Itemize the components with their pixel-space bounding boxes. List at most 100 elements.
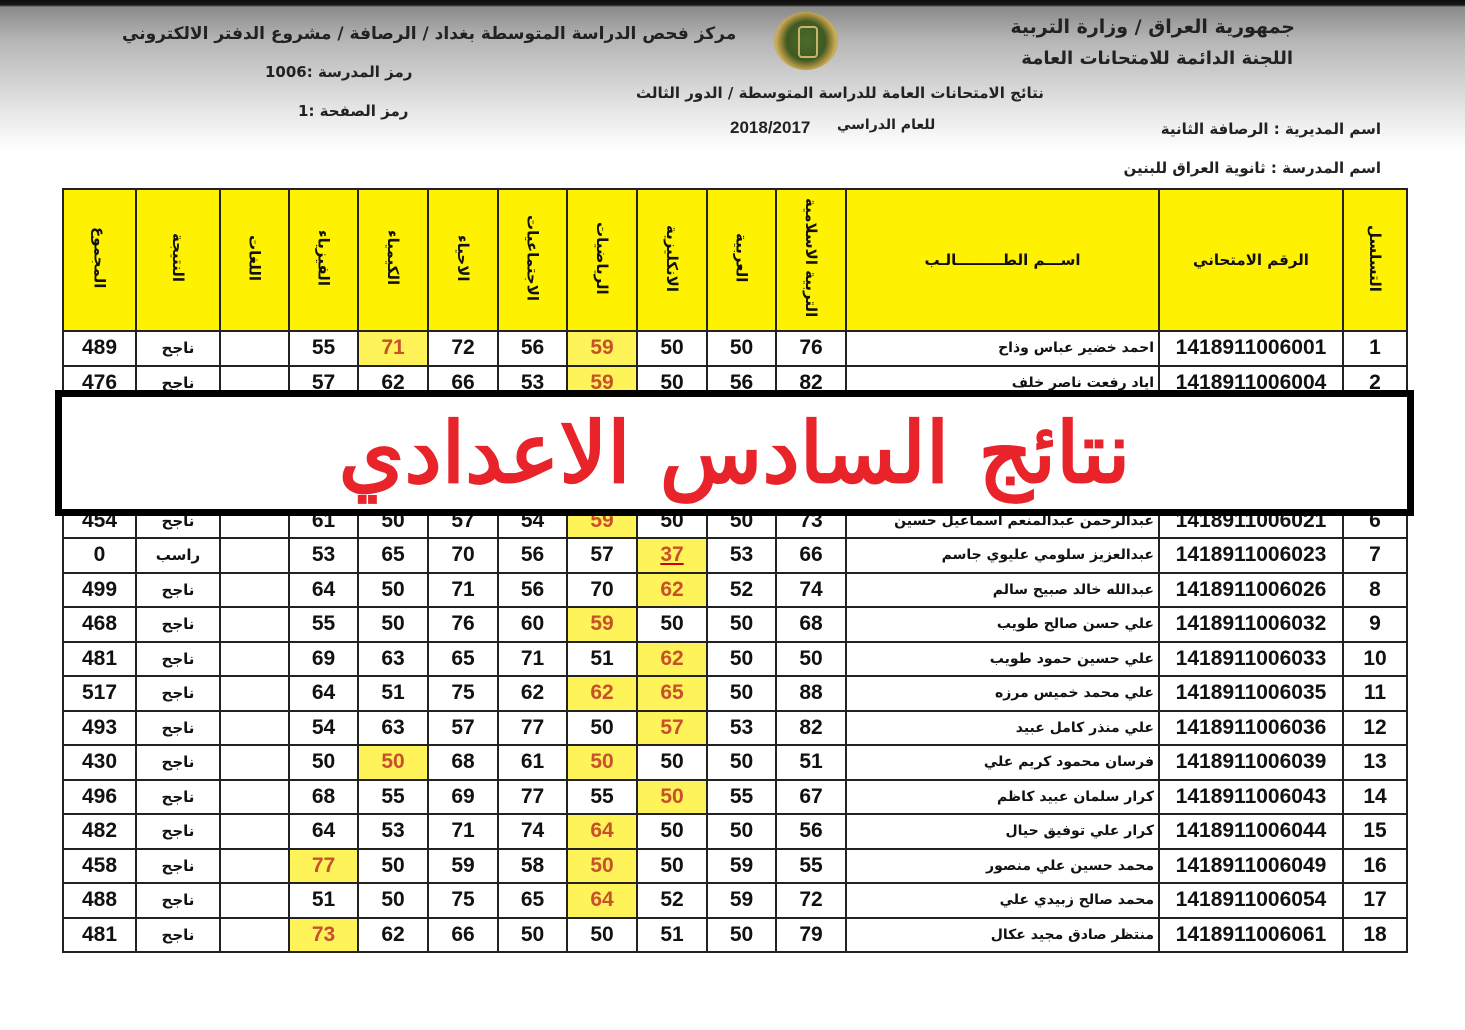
total-cell-value: 476 <box>81 370 118 394</box>
score-cell: 50 <box>357 744 429 781</box>
seq-cell-value: 2 <box>1369 370 1381 394</box>
result-cell-value: ناجح <box>161 856 195 875</box>
score-cell-value: 55 <box>799 853 823 877</box>
score-cell-value: 62 <box>660 577 684 601</box>
score-cell-value: 72 <box>451 336 475 360</box>
result-cell-value: ناجح <box>161 649 195 668</box>
score-cell-value: 51 <box>590 646 614 670</box>
header-background <box>0 0 1465 185</box>
score-cell: 53 <box>357 813 429 850</box>
score-cell: 71 <box>427 813 499 850</box>
score-cell <box>219 813 290 850</box>
score-cell-value: 66 <box>451 370 475 394</box>
score-cell-value: 59 <box>590 336 614 360</box>
score-cell: 64 <box>288 813 359 850</box>
score-cell: 51 <box>357 675 429 712</box>
score-cell-value: 77 <box>311 853 336 877</box>
table-row: 17 1418911006054 محمد صالح زبيدي علي 72 59 52… <box>62 882 1408 919</box>
table-header-row: التسلسل الرقم الامتحاني اســـم الطــــــــ… <box>62 188 1408 332</box>
score-cell: 51 <box>636 916 708 953</box>
score-cell-value: 50 <box>520 922 545 946</box>
score-cell: 64 <box>288 571 359 608</box>
student-name-cell-value: علي حسين حمود طويب <box>989 650 1154 667</box>
score-cell <box>219 640 290 677</box>
student-name-cell-value: علي محمد خميس مرزه <box>995 685 1154 702</box>
seq-cell-value: 15 <box>1363 819 1387 843</box>
student-name-cell: كرار سلمان عبيد كاظم <box>845 778 1160 815</box>
student-name-cell: علي منذر كامل عبيد <box>845 709 1160 746</box>
score-cell: 51 <box>775 744 847 781</box>
table-row: 7 1418911006023 عبدالعزيز سلومي عليوي جاسم… <box>62 537 1408 574</box>
student-name-cell: علي حسين حمود طويب <box>845 640 1160 677</box>
score-cell: 51 <box>566 640 638 677</box>
score-cell: 50 <box>706 744 777 781</box>
student-name-cell-value: اياد رفعت ناصر خلف <box>1011 374 1154 391</box>
column-header: اللغات <box>219 188 290 332</box>
student-name-cell: علي محمد خميس مرزه <box>845 675 1160 712</box>
score-cell-value: 56 <box>520 336 545 360</box>
score-cell-value: 50 <box>590 715 614 739</box>
seq-cell-value: 18 <box>1363 922 1387 946</box>
score-cell-value: 64 <box>311 819 336 843</box>
score-cell-value: 50 <box>660 750 684 774</box>
score-cell: 50 <box>636 606 708 643</box>
score-cell-value: 56 <box>799 819 823 843</box>
student-name-cell: عبدالعزيز سلومي عليوي جاسم <box>845 537 1160 574</box>
seq-cell-value: 14 <box>1363 784 1387 808</box>
score-cell-value: 50 <box>660 784 684 808</box>
score-cell-value: 55 <box>311 612 336 636</box>
score-cell-value: 50 <box>729 646 754 670</box>
column-header: التسلسل <box>1342 188 1408 332</box>
score-cell: 73 <box>288 916 359 953</box>
score-cell-value: 58 <box>520 853 545 877</box>
score-cell <box>219 709 290 746</box>
student-name-cell: فرسان محمود كريم علي <box>845 744 1160 781</box>
score-cell-value: 88 <box>799 681 823 705</box>
score-cell-value: 65 <box>660 681 684 705</box>
total-cell-value: 489 <box>81 336 118 360</box>
score-cell-value: 61 <box>520 750 545 774</box>
score-cell-value: 53 <box>311 543 336 567</box>
table-row: 9 1418911006032 علي حسن صالح طويب 68 50 50 59 6… <box>62 606 1408 643</box>
exam-number-cell-value: 1418911006026 <box>1175 577 1327 601</box>
student-name-cell-value: عبدالله خالد صبيح سالم <box>992 581 1154 598</box>
score-cell: 64 <box>566 813 638 850</box>
score-cell: 56 <box>497 537 568 574</box>
score-cell-value: 62 <box>660 646 684 670</box>
score-cell: 63 <box>357 709 429 746</box>
score-cell: 53 <box>706 709 777 746</box>
score-cell-value: 65 <box>381 543 405 567</box>
score-cell-value: 71 <box>520 646 545 670</box>
score-cell: 62 <box>636 571 708 608</box>
score-cell: 54 <box>288 709 359 746</box>
total-cell-value: 496 <box>81 784 118 808</box>
seq-cell-value: 8 <box>1369 577 1381 601</box>
score-cell-value: 50 <box>590 853 614 877</box>
score-cell-value: 57 <box>451 715 475 739</box>
score-cell-value: 57 <box>660 715 684 739</box>
score-cell: 66 <box>427 916 499 953</box>
document-title: نتائج الامتحانات العامة للدراسة المتوسطة… <box>636 84 1044 102</box>
result-cell-value: ناجح <box>161 925 195 944</box>
seq-cell: 17 <box>1342 882 1408 919</box>
result-cell-value: ناجح <box>161 373 195 392</box>
score-cell: 57 <box>636 709 708 746</box>
score-cell <box>219 847 290 884</box>
score-cell-value: 59 <box>451 853 475 877</box>
column-header-label: اللغات <box>245 234 264 282</box>
total-cell: 0 <box>62 537 137 574</box>
seq-cell-value: 17 <box>1363 888 1387 912</box>
score-cell-value: 68 <box>311 784 336 808</box>
score-cell-value: 65 <box>451 646 475 670</box>
score-cell: 50 <box>636 330 708 367</box>
column-header-label: الفيزياء <box>314 230 333 286</box>
total-cell: 499 <box>62 571 137 608</box>
score-cell-value: 50 <box>660 370 684 394</box>
student-name-cell: احمد خضير عباس وذاح <box>845 330 1160 367</box>
score-cell: 50 <box>775 640 847 677</box>
score-cell-value: 62 <box>590 681 614 705</box>
score-cell: 53 <box>706 537 777 574</box>
seq-cell: 1 <box>1342 330 1408 367</box>
exam-number-cell-value: 1418911006049 <box>1175 853 1327 877</box>
seq-cell: 12 <box>1342 709 1408 746</box>
